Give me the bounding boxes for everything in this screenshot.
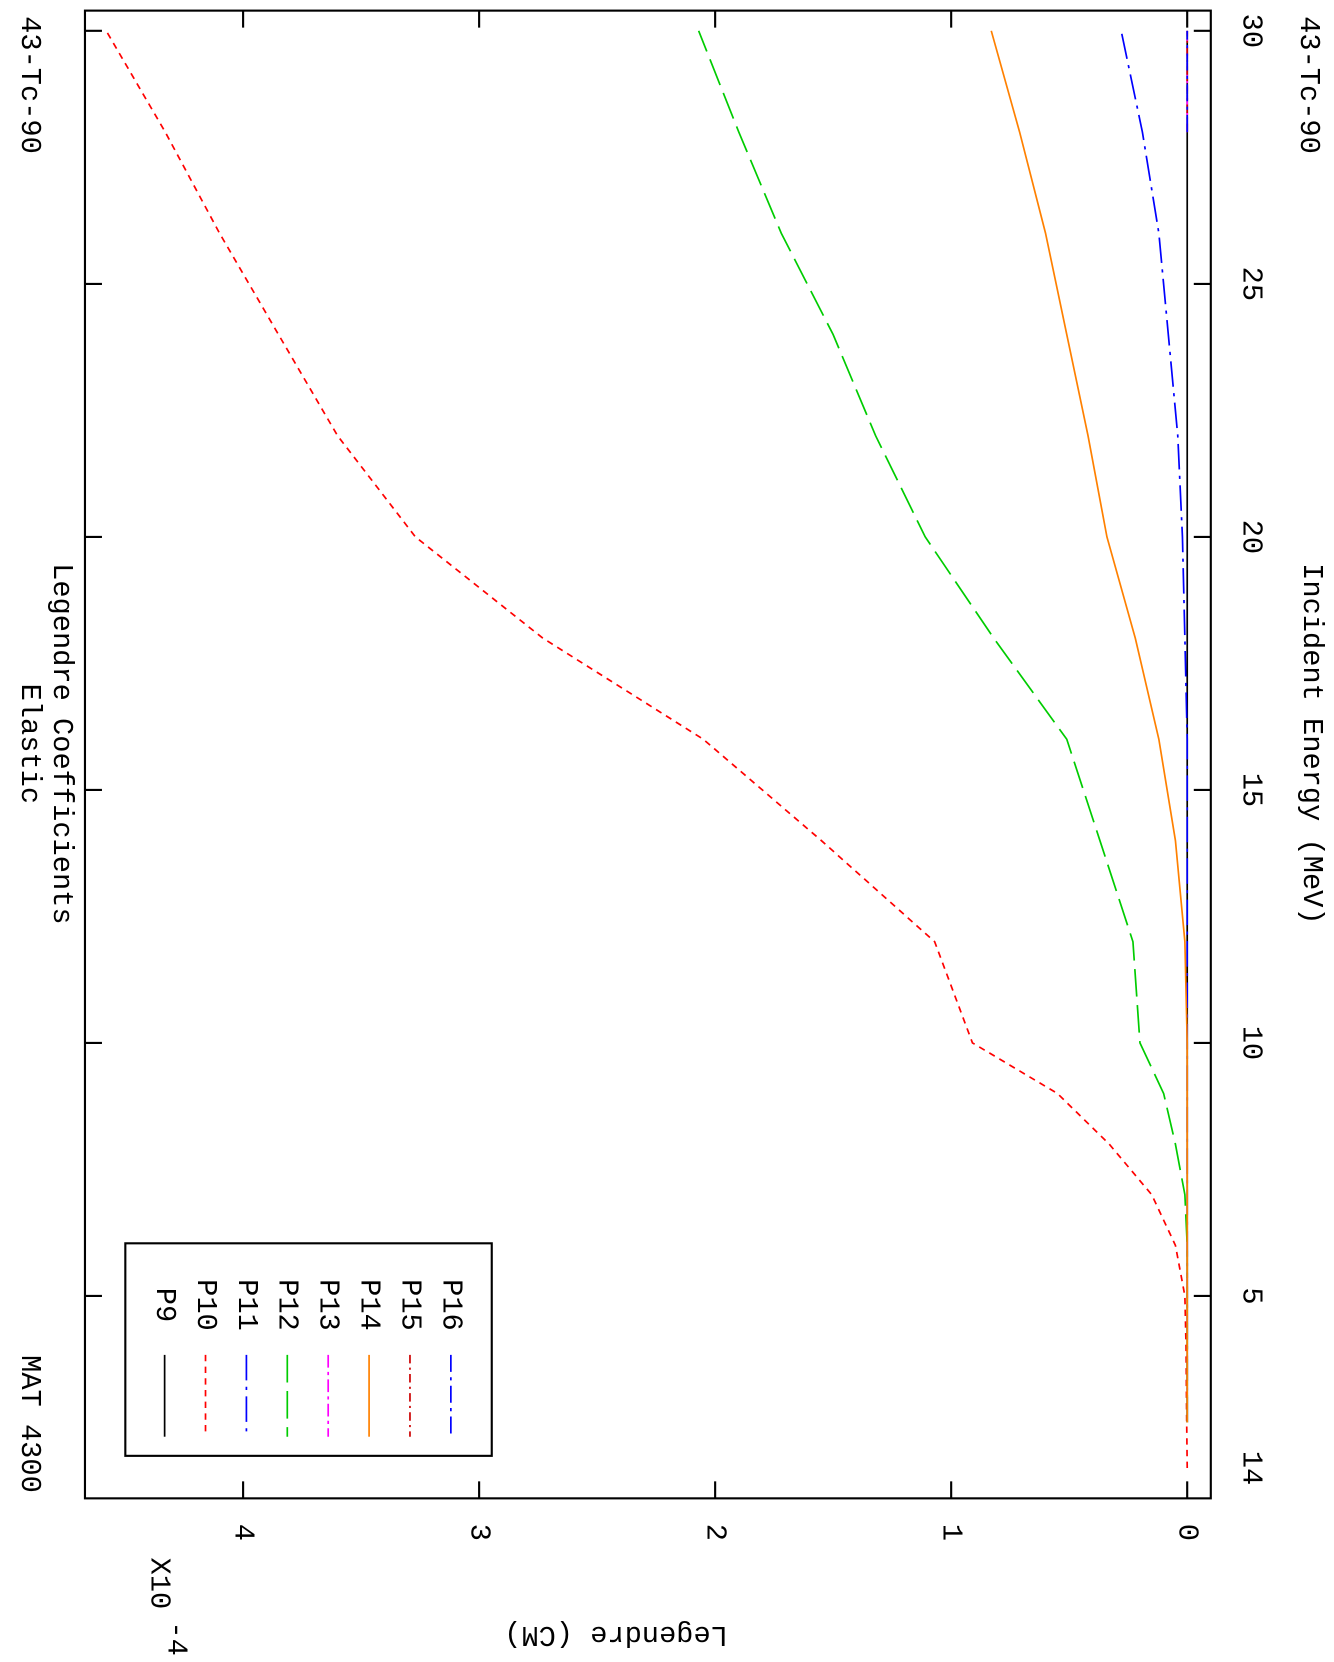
y-tick-label: 0 [1171, 1524, 1204, 1541]
series-line [990, 30, 1189, 1423]
isotope-top: 43-Tc-90 [13, 16, 46, 154]
isotope-right: 43-Tc-90 [1292, 16, 1325, 154]
x-tick-label: 14 [1235, 1451, 1268, 1485]
y-multiplier: X10-4 [143, 1558, 193, 1656]
series-line [105, 30, 1189, 1468]
title: Elastic [13, 684, 46, 804]
y-tick-label: 2 [699, 1524, 732, 1541]
legend-label: P12 [271, 1279, 304, 1331]
y-axis-label: Legendre (CM) [504, 1618, 728, 1651]
x-tick-label: 30 [1235, 14, 1268, 48]
x-tick-label: 20 [1235, 520, 1268, 554]
subtitle: Legendre Coefficients [45, 563, 78, 924]
series-line [1120, 30, 1189, 1423]
legend-label: P16 [434, 1279, 467, 1331]
y-tick-label: 1 [935, 1524, 968, 1541]
x-tick-label: 15 [1235, 773, 1268, 807]
y-multiplier-exponent: -4 [160, 1621, 193, 1655]
x-tick-label: 25 [1235, 267, 1268, 301]
legend-box [124, 1242, 493, 1457]
x-tick-label: 5 [1235, 1287, 1268, 1304]
legend-label: P11 [230, 1279, 263, 1331]
legend-label: P13 [312, 1279, 345, 1331]
x-axis-label: Incident Energy (MeV) [1295, 563, 1328, 924]
series-line [697, 30, 1189, 1423]
x-tick-label: 10 [1235, 1026, 1268, 1060]
y-tick-label: 4 [227, 1524, 260, 1541]
legend-label: P14 [353, 1279, 386, 1331]
legend-label: P10 [189, 1279, 222, 1331]
material: MAT 4300 [13, 1355, 46, 1493]
legend-label: P15 [393, 1279, 426, 1331]
y-tick-label: 3 [463, 1524, 496, 1541]
y-multiplier-base: X10 [143, 1558, 176, 1610]
legend-label: P9 [148, 1288, 181, 1322]
plot-frame [83, 9, 1212, 1500]
